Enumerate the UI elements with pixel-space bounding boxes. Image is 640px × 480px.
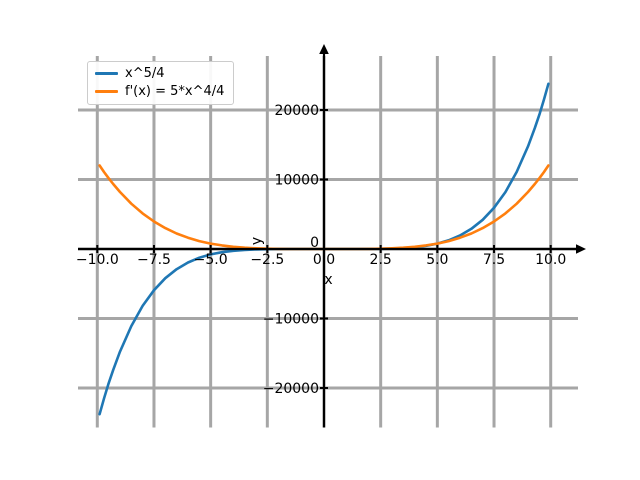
legend-line-sample-icon [95,72,118,75]
legend-line-sample-icon [95,90,118,93]
x-tick-label: 7.5 [483,252,505,268]
legend: x^5/4 f'(x) = 5*x^4/4 [87,61,235,105]
x-tick-label: −5.0 [194,252,228,268]
x-axis-arrow-icon [576,244,586,254]
legend-label: f'(x) = 5*x^4/4 [125,84,225,99]
x-tick-label: −2.5 [250,252,284,268]
x-tick-label: 5.0 [426,252,448,268]
x-axis-label: x [324,272,332,288]
legend-item: x^5/4 [95,66,224,81]
legend-item: f'(x) = 5*x^4/4 [95,84,224,99]
legend-label: x^5/4 [125,66,165,81]
x-tick-label: 10.0 [535,252,566,268]
x-tick-label: 2.5 [370,252,392,268]
y-tick-label: −20000 [263,381,319,397]
y-axis-arrow-icon [319,44,329,54]
y-tick-label: −10000 [263,312,319,328]
y-tick-label: 10000 [274,173,319,189]
x-tick-label: −10.0 [76,252,119,268]
x-tick-label: −7.5 [137,252,171,268]
y-tick-label: 20000 [274,103,319,119]
y-axis-label: y [249,237,265,245]
y-tick-label: 0 [310,235,319,251]
